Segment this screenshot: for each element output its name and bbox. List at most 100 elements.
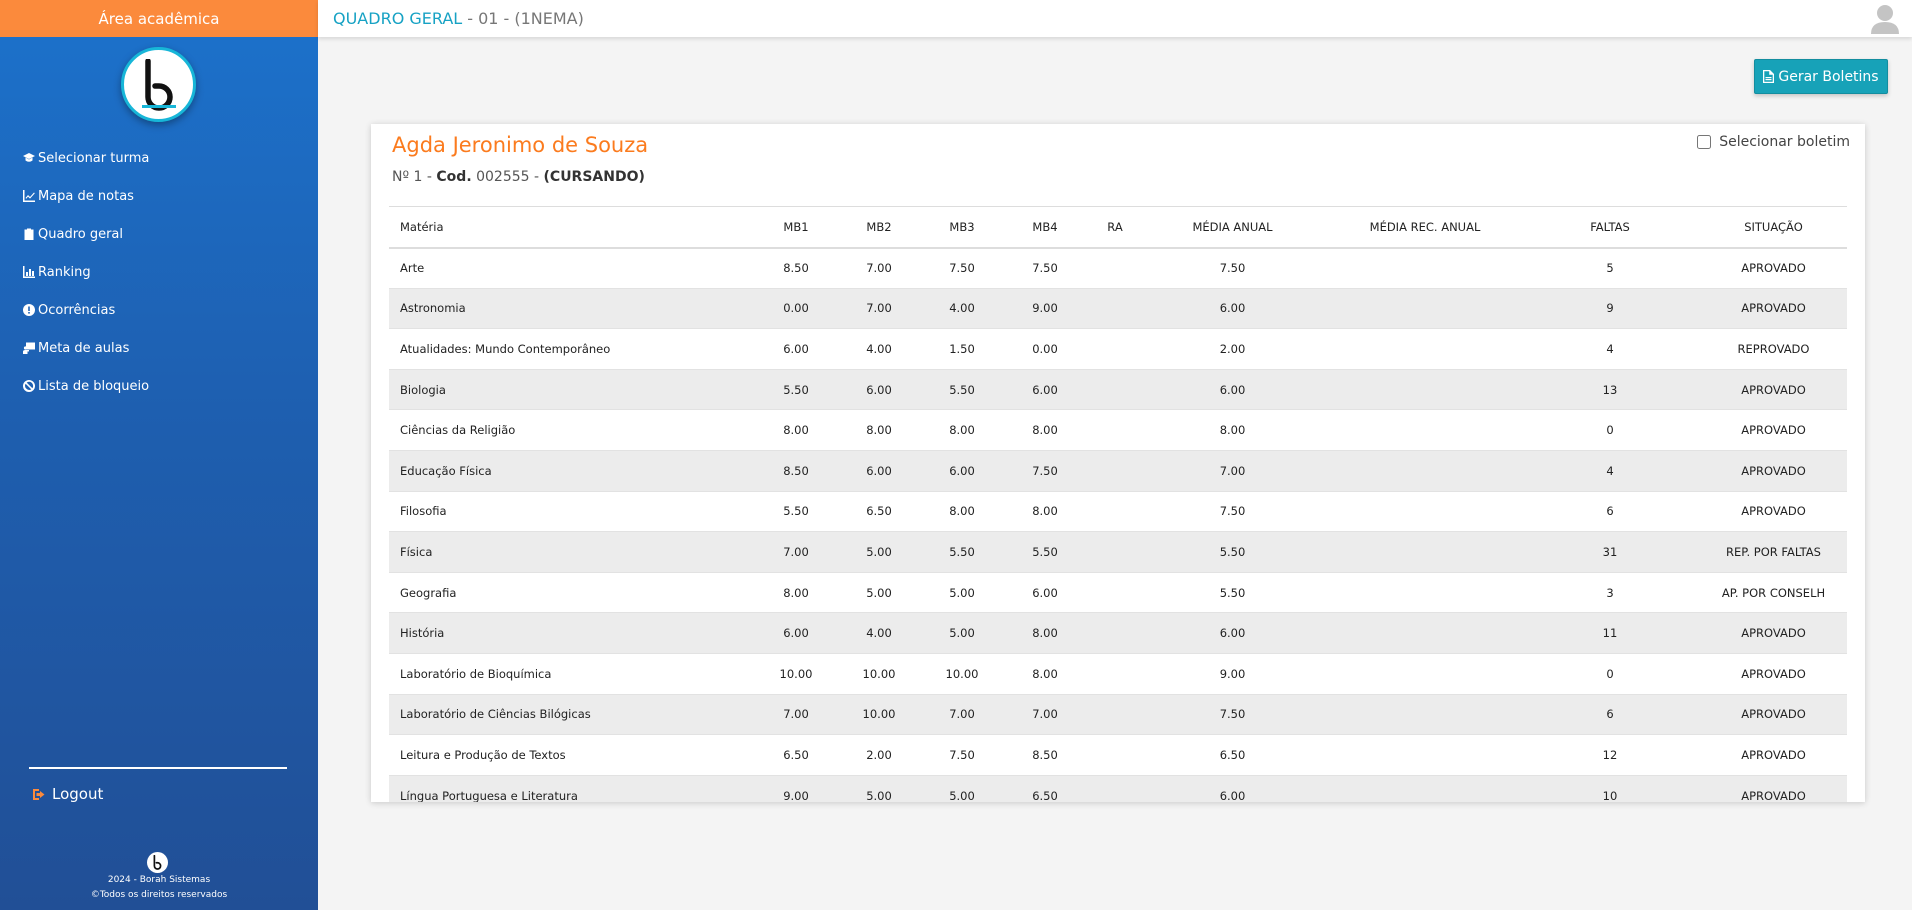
table-cell [1095,247,1135,289]
table-cell: 8.00 [995,652,1095,695]
table-cell: Leitura e Produção de Textos [389,734,763,776]
table-cell: 4.00 [829,612,929,654]
footer-logo-icon [153,855,162,870]
footer-logo [147,852,168,873]
column-header: MB2 [829,206,929,249]
teacher-board-icon [22,342,35,355]
column-header: MÉDIA REC. ANUAL [1330,206,1520,249]
table-cell: 6.00 [1135,287,1330,329]
table-cell: 7.00 [995,693,1095,735]
table-cell: 8.00 [829,409,929,451]
user-avatar-icon[interactable] [1870,3,1900,35]
table-cell [1095,774,1135,802]
nav-item-ranking[interactable]: Ranking [22,253,149,291]
table-cell [1330,652,1520,695]
column-header: SITUAÇÃO [1700,206,1847,249]
nav-item-ocorrencias[interactable]: Ocorrências [22,291,149,329]
table-cell: 5.50 [995,531,1095,573]
table-cell [1095,328,1135,370]
table-cell: Astronomia [389,287,763,329]
table-cell: Biologia [389,368,763,410]
table-cell [1330,247,1520,289]
table-cell: 7.00 [1135,449,1330,492]
grades-table: Matéria MB1 MB2 MB3 MB4 RA MÉDIA ANUAL MÉDIA RE… [389,206,1847,802]
table-row: Língua Portuguesa e Literatura 9.00 5.00 5.… [389,774,1847,802]
nav-item-lista-de-bloqueio[interactable]: Lista de bloqueio [22,367,149,405]
table-cell: 8.00 [995,612,1095,654]
page-title: QUADRO GERAL [333,9,463,28]
table-cell [1330,409,1520,451]
table-cell: 8.50 [763,449,829,492]
table-row: Física 7.00 5.00 5.50 5.50 5.50 31 REP. POR FAL… [389,531,1847,573]
brand-logo [121,47,196,122]
nav-item-mapa-de-notas[interactable]: Mapa de notas [22,177,149,215]
table-cell: 31 [1520,531,1700,573]
table-cell: 5.00 [829,571,929,613]
table-cell: 6.00 [829,449,929,492]
table-cell: APROVADO [1700,734,1847,776]
table-cell: 6.00 [929,449,995,492]
table-cell: 5.00 [829,531,929,573]
table-row: Arte 8.50 7.00 7.50 7.50 7.50 5 APROVADO [389,247,1847,289]
table-cell: Arte [389,247,763,289]
table-cell [1330,490,1520,532]
table-row: Geografia 8.00 5.00 5.00 6.00 5.50 3 AP. POR CO… [389,571,1847,613]
table-cell: 7.50 [929,247,995,289]
nav-item-meta-de-aulas[interactable]: Meta de aulas [22,329,149,367]
table-row: Astronomia 0.00 7.00 4.00 9.00 6.00 9 APROVADO [389,287,1847,329]
footer-text: 2024 - Borah Sistemas ©Todos os direitos… [0,873,318,903]
nav-item-selecionar-turma[interactable]: Selecionar turma [22,139,149,177]
nav-label: Selecionar turma [38,150,150,166]
table-cell [1095,531,1135,573]
table-cell: REP. POR FALTAS [1700,531,1847,573]
table-row: Laboratório de Bioquímica 10.00 10.00 10.00… [389,652,1847,695]
table-cell: Geografia [389,571,763,613]
table-cell: 5.50 [1135,571,1330,613]
nav-label: Mapa de notas [38,188,134,204]
column-header: MB3 [929,206,995,249]
generate-report-cards-button[interactable]: Gerar Boletins [1754,59,1888,94]
generate-report-cards-label: Gerar Boletins [1778,68,1879,85]
table-cell: 10 [1520,774,1700,802]
line-chart-icon [22,190,35,203]
table-cell [1330,693,1520,735]
table-cell: APROVADO [1700,490,1847,532]
table-cell: APROVADO [1700,652,1847,695]
table-cell [1095,652,1135,695]
table-cell: 4 [1520,328,1700,370]
table-cell: 7.50 [1135,247,1330,289]
table-cell: História [389,612,763,654]
graduation-cap-icon [22,152,35,165]
table-cell: 8.00 [929,409,995,451]
table-cell: 7.50 [995,247,1095,289]
table-cell: 8.50 [763,247,829,289]
table-cell: 8.00 [763,409,829,451]
table-cell: Laboratório de Bioquímica [389,652,763,695]
sidebar: Área acadêmica Selecionar turma Mapa de … [0,0,318,910]
table-cell [1095,693,1135,735]
table-cell [1330,531,1520,573]
column-header: MÉDIA ANUAL [1135,206,1330,249]
table-cell [1095,490,1135,532]
table-row: Educação Física 8.50 6.00 6.00 7.50 7.00 4 APRO… [389,449,1847,492]
table-cell: 0.00 [995,328,1095,370]
table-cell: 5.50 [1135,531,1330,573]
table-cell: 7.50 [995,449,1095,492]
logout-link[interactable]: Logout [33,785,103,803]
table-cell: 9.00 [995,287,1095,329]
table-cell: 4.00 [829,328,929,370]
table-cell: Física [389,531,763,573]
table-cell: 5.00 [929,774,995,802]
table-cell: 10.00 [929,652,995,695]
select-report-card[interactable]: Selecionar boletim [1697,134,1850,150]
table-cell: Filosofia [389,490,763,532]
select-report-card-checkbox[interactable] [1697,135,1712,149]
column-header: FALTAS [1520,206,1700,249]
table-cell: 7.00 [829,287,929,329]
column-header: Matéria [389,206,763,249]
select-report-card-label: Selecionar boletim [1719,134,1850,150]
table-cell: 12 [1520,734,1700,776]
table-cell: 6 [1520,490,1700,532]
nav-item-quadro-geral[interactable]: Quadro geral [22,215,149,253]
table-row: Laboratório de Ciências Bilógicas 7.00 10.… [389,693,1847,735]
